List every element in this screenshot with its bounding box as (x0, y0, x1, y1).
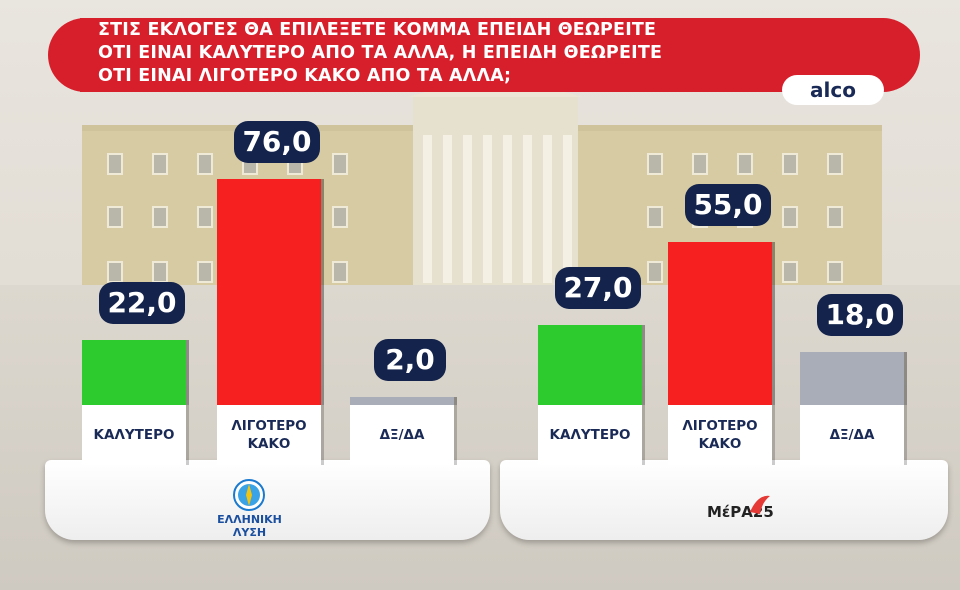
value-label: 2,0 (374, 339, 446, 381)
building-window (197, 261, 213, 283)
bar (800, 351, 904, 405)
building-window (827, 206, 843, 228)
building-window (107, 261, 123, 283)
building-window (152, 206, 168, 228)
elliniki-lysi-text-line2: ΛΥΣΗ (232, 526, 267, 539)
category-label: ΔΞ/ΔΑ (800, 405, 904, 465)
elliniki-lysi-logo-icon (233, 479, 265, 511)
mera25-logo (748, 492, 772, 524)
building-window (332, 261, 348, 283)
category-label: ΚΑΛΥΤΕΡΟ (82, 405, 186, 465)
value-label: 18,0 (817, 293, 903, 336)
portico-column (543, 135, 552, 283)
building-window (197, 206, 213, 228)
portico-column (503, 135, 512, 283)
bar (668, 241, 772, 405)
chart-title: ΣΤΙΣ ΕΚΛΟΓΕΣ ΘΑ ΕΠΙΛΕΞΕΤΕ ΚΟΜΜΑ ΕΠΕΙΔΗ Θ… (98, 20, 663, 86)
building-window (107, 206, 123, 228)
building-window (647, 206, 663, 228)
value-label: 27,0 (555, 266, 641, 309)
portico-column (563, 135, 572, 283)
source-label: alco (782, 75, 884, 105)
building-window (827, 153, 843, 175)
category-label: ΚΑΛΥΤΕΡΟ (538, 405, 642, 465)
building-window (332, 153, 348, 175)
category-label: ΛΙΓΟΤΕΡΟ ΚΑΚΟ (217, 405, 321, 465)
parliament-portico (407, 73, 583, 285)
building-window (782, 206, 798, 228)
building-window (782, 261, 798, 283)
elliniki-lysi-text-line1: ΕΛΛΗΝΙΚΗ (217, 513, 282, 526)
elliniki-lysi-logo (232, 478, 266, 516)
category-label: ΔΞ/ΔΑ (350, 405, 454, 465)
portico-column (443, 135, 452, 283)
building-window (827, 261, 843, 283)
building-window (647, 261, 663, 283)
bar (82, 339, 186, 405)
building-window (332, 206, 348, 228)
value-label: 55,0 (685, 183, 771, 226)
platform-left (45, 460, 490, 540)
bar (538, 324, 642, 405)
mera25-bird-icon (750, 495, 770, 514)
building-window (647, 153, 663, 175)
portico-column (463, 135, 472, 283)
building-window (737, 153, 753, 175)
category-label: ΛΙΓΟΤΕΡΟ ΚΑΚΟ (668, 405, 772, 465)
building-window (107, 153, 123, 175)
value-label: 22,0 (99, 281, 185, 324)
value-label: 76,0 (234, 121, 320, 164)
title-banner (80, 18, 920, 92)
building-window (782, 153, 798, 175)
building-window (692, 153, 708, 175)
building-window (197, 153, 213, 175)
portico-column (423, 135, 432, 283)
building-window (152, 261, 168, 283)
bar (217, 179, 321, 405)
building-window (152, 153, 168, 175)
bar (350, 397, 454, 405)
portico-column (523, 135, 532, 283)
platform-right (500, 460, 948, 540)
portico-column (483, 135, 492, 283)
